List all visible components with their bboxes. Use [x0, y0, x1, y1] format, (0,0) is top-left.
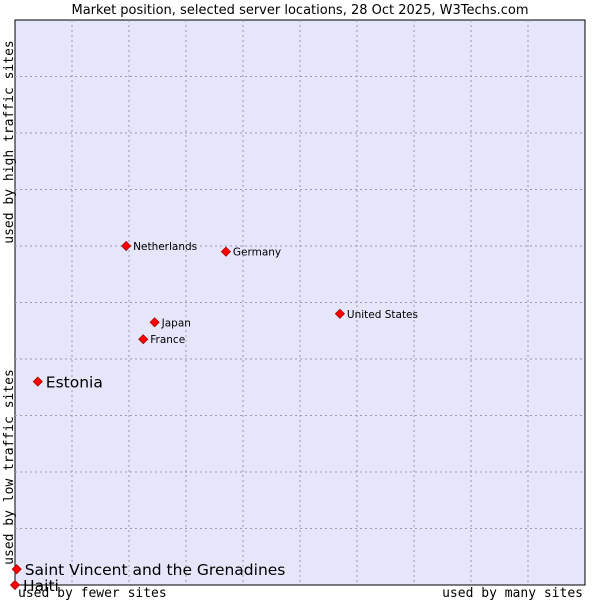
point-label-haiti: Haiti: [23, 577, 59, 595]
point-label-saint-vincent-and-the-grenadines: Saint Vincent and the Grenadines: [25, 561, 286, 579]
point-label-netherlands: Netherlands: [133, 241, 197, 253]
chart-title: Market position, selected server locatio…: [71, 3, 528, 18]
point-label-estonia: Estonia: [46, 374, 103, 392]
point-marker-france: [138, 334, 149, 345]
data-point-germany: Germany: [220, 246, 281, 259]
point-marker-saint-vincent-and-the-grenadines: [11, 564, 22, 575]
data-point-saint-vincent-and-the-grenadines: Saint Vincent and the Grenadines: [11, 561, 286, 579]
data-point-estonia: Estonia: [32, 374, 103, 392]
data-points: Netherlands Germany United States Japan Fran…: [9, 240, 418, 595]
point-marker-united-states: [334, 308, 345, 319]
point-marker-estonia: [32, 376, 43, 387]
data-point-haiti: Haiti: [9, 577, 59, 595]
point-marker-haiti: [9, 579, 21, 591]
data-point-japan: Japan: [149, 317, 191, 329]
data-point-united-states: United States: [334, 308, 418, 321]
x-axis-label-right: used by many sites: [442, 586, 583, 600]
data-point-france: France: [138, 334, 185, 346]
point-label-france: France: [150, 334, 185, 346]
y-axis-label-bottom: used by low traffic sites: [2, 369, 17, 565]
grid-lines: [15, 20, 585, 585]
point-marker-japan: [149, 317, 160, 328]
point-label-japan: Japan: [161, 317, 191, 329]
y-axis-label-top: used by high traffic sites: [2, 40, 17, 244]
data-point-netherlands: Netherlands: [121, 240, 197, 253]
point-label-united-states: United States: [347, 309, 418, 321]
x-axis-label-left: used by fewer sites: [18, 586, 167, 600]
point-marker-germany: [220, 246, 231, 257]
point-marker-netherlands: [121, 240, 132, 252]
point-label-germany: Germany: [233, 247, 281, 259]
